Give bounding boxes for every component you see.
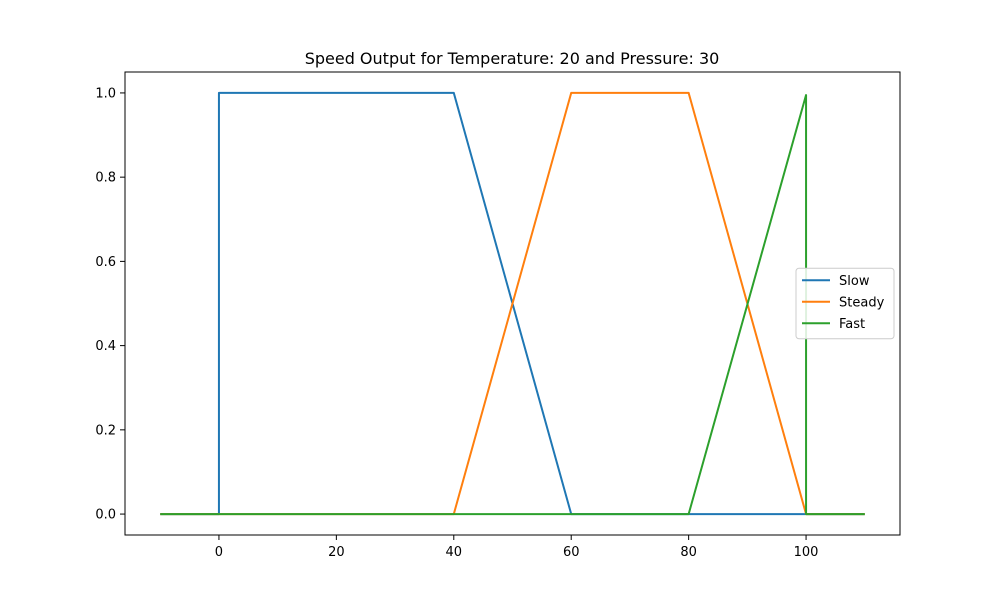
legend: Slow Steady Fast: [795, 267, 895, 340]
legend-frame: [795, 267, 895, 340]
x-tick-label: 100: [794, 545, 819, 560]
x-tick-label: 80: [680, 545, 697, 560]
y-tick-label: 0.0: [95, 508, 116, 523]
x-tick-label: 0: [215, 545, 223, 560]
x-tick-label: 40: [446, 545, 463, 560]
series-line-fast: [160, 94, 865, 516]
plot-lines: [160, 91, 865, 516]
legend-label-fast: Fast: [839, 317, 865, 332]
y-tick-label: 0.8: [95, 171, 116, 186]
legend-label-steady: Steady: [839, 295, 885, 310]
x-axis: 0 20 40 60 80 100: [215, 535, 819, 560]
y-tick-label: 1.0: [95, 86, 116, 101]
y-tick-label: 0.4: [95, 339, 116, 354]
y-axis: 0.0 0.2 0.4 0.6 0.8 1.0: [95, 86, 125, 523]
legend-label-slow: Slow: [839, 274, 870, 289]
y-tick-label: 0.2: [95, 423, 116, 438]
x-tick-label: 60: [563, 545, 580, 560]
chart-title: Speed Output for Temperature: 20 and Pre…: [305, 49, 720, 68]
x-tick-label: 20: [328, 545, 345, 560]
plot-area-frame: [124, 71, 901, 536]
y-tick-label: 0.6: [95, 255, 116, 270]
